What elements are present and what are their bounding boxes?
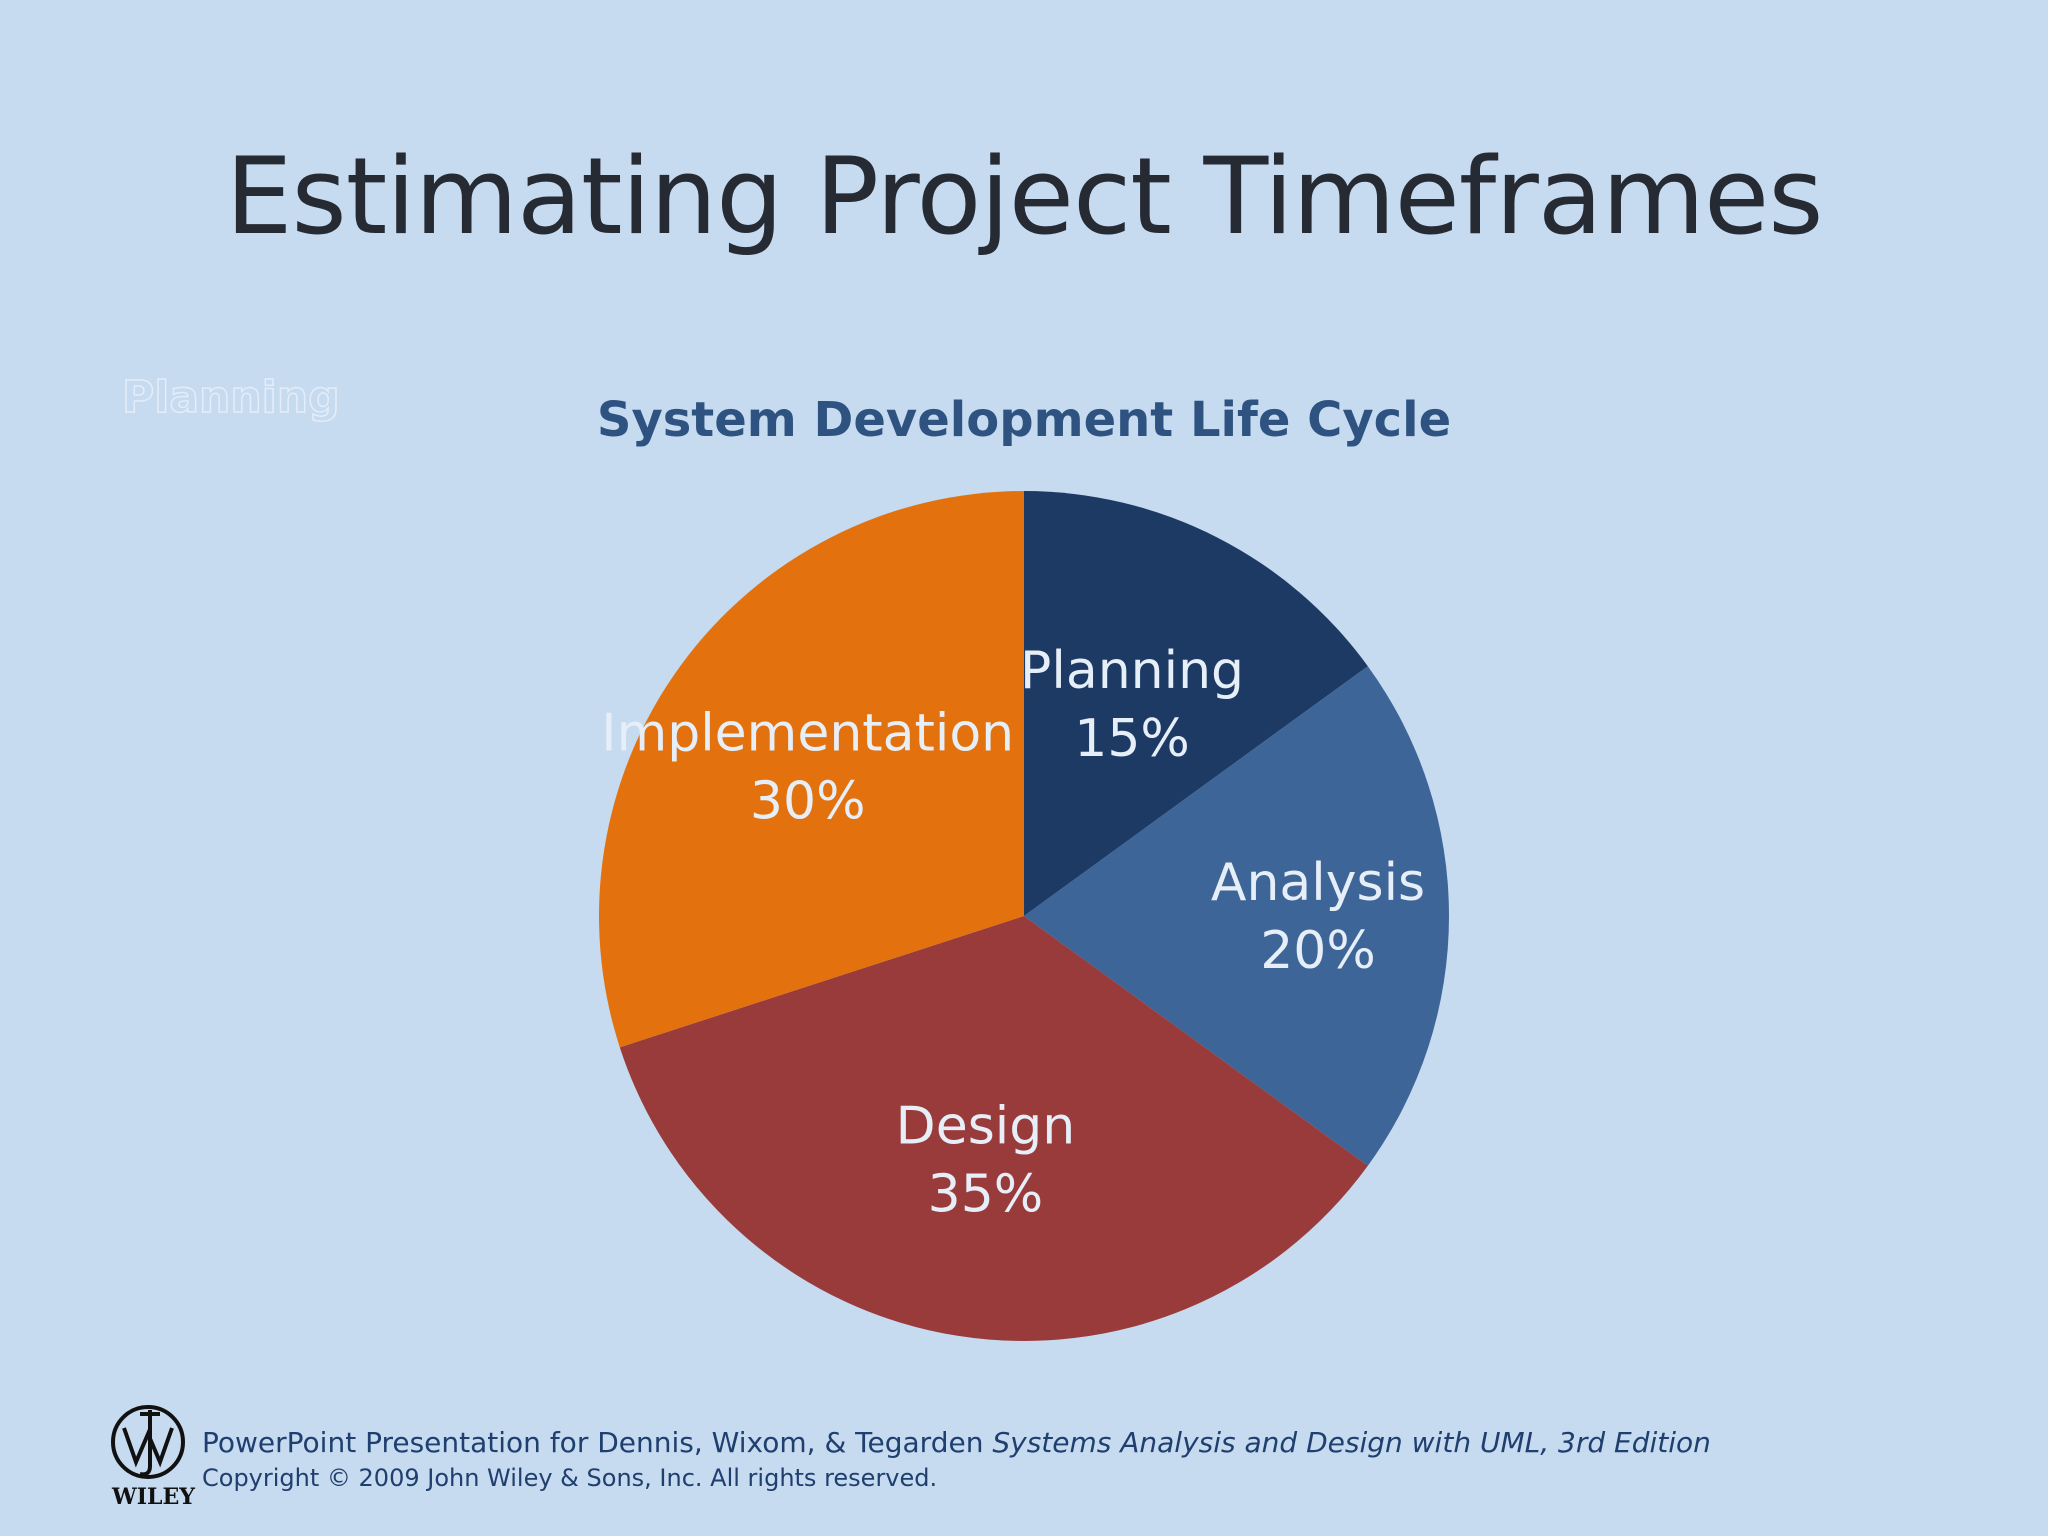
slice-value-design: 35%	[928, 1165, 1044, 1225]
pie-slice-design	[619, 916, 1368, 1341]
footer-citation: PowerPoint Presentation for Dennis, Wixo…	[202, 1426, 1711, 1459]
slice-value-implementation: 30%	[750, 771, 866, 831]
slide-title: Estimating Project Timeframes	[225, 135, 1824, 258]
slice-label-planning: Planning	[1020, 641, 1244, 701]
footer-citation-prefix: PowerPoint Presentation for Dennis, Wixo…	[202, 1426, 993, 1459]
footer: WILEY PowerPoint Presentation for Dennis…	[110, 1400, 1910, 1510]
slice-label-analysis: Analysis	[1211, 853, 1425, 913]
wiley-logo-icon	[111, 1405, 185, 1479]
wiley-wordmark: WILEY	[112, 1484, 195, 1510]
pie-slice-analysis	[1024, 666, 1449, 1166]
chart-title: System Development Life Cycle	[596, 392, 1452, 448]
footer-copyright: Copyright © 2009 John Wiley & Sons, Inc.…	[202, 1464, 938, 1492]
slice-value-planning: 15%	[1074, 709, 1190, 769]
ghost-planning-label: Planning	[121, 371, 340, 424]
slice-value-analysis: 20%	[1260, 921, 1376, 981]
pie-slice-planning	[1024, 491, 1368, 916]
slice-label-design: Design	[896, 1097, 1076, 1157]
footer-book-title: Systems Analysis and Design with UML, 3r…	[992, 1426, 1711, 1459]
slice-label-implementation: Implementation	[601, 703, 1014, 763]
pie-slice-implementation	[598, 490, 1024, 1048]
